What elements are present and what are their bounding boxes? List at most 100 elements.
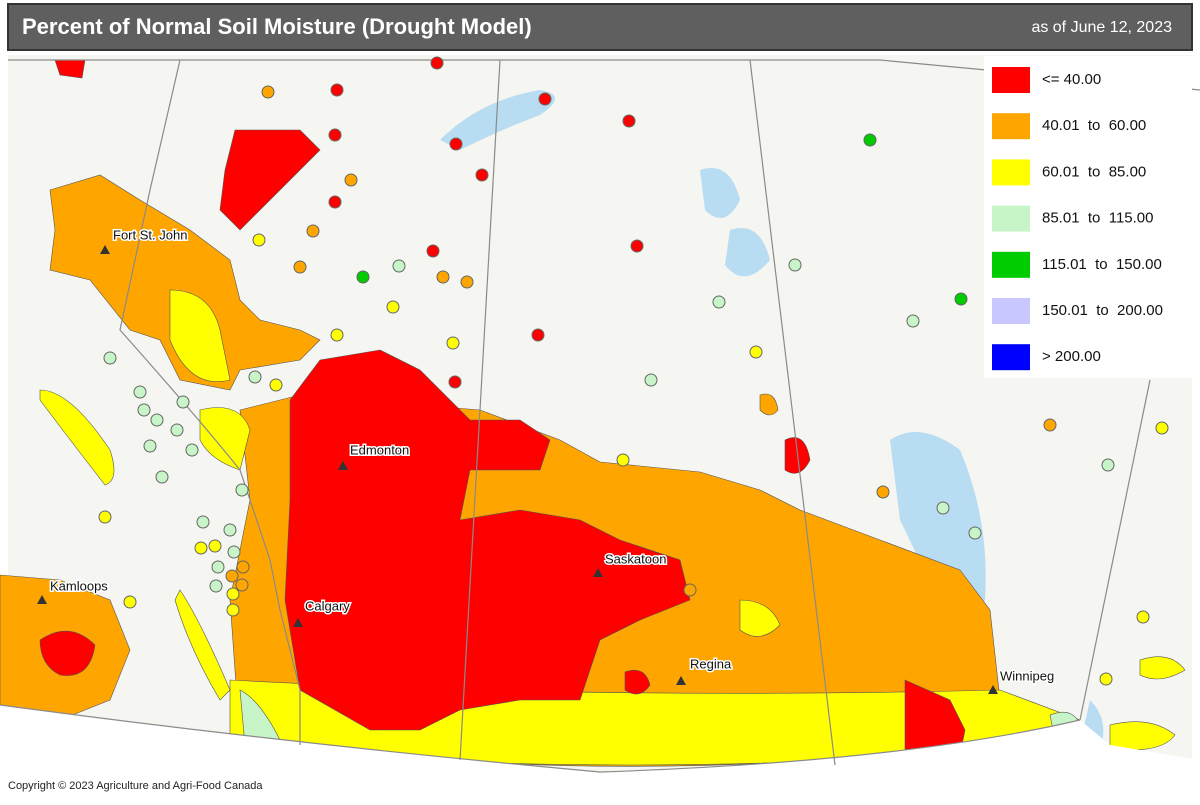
station-dot bbox=[123, 595, 137, 609]
legend-swatch bbox=[992, 251, 1030, 278]
station-dot bbox=[155, 470, 169, 484]
station-dot bbox=[330, 83, 344, 97]
city-label: Winnipeg bbox=[1000, 668, 1054, 683]
station-dot bbox=[133, 385, 147, 399]
station-dot bbox=[137, 403, 151, 417]
city-label: Calgary bbox=[305, 598, 350, 613]
station-dot bbox=[630, 239, 644, 253]
station-dot bbox=[712, 295, 726, 309]
station-dot bbox=[449, 137, 463, 151]
city-label: Saskatoon bbox=[605, 551, 666, 566]
city-label: Fort St. John bbox=[113, 227, 187, 242]
city-label: Kamloops bbox=[50, 578, 108, 593]
station-dot bbox=[876, 485, 890, 499]
station-dot bbox=[622, 114, 636, 128]
station-dot bbox=[1155, 421, 1169, 435]
legend-label: > 200.00 bbox=[1042, 348, 1101, 365]
station-dot bbox=[306, 224, 320, 238]
station-dot bbox=[954, 292, 968, 306]
legend-label: 115.01 to 150.00 bbox=[1042, 256, 1162, 273]
station-dot bbox=[328, 128, 342, 142]
legend-swatch bbox=[992, 298, 1030, 324]
legend-label: 60.01 to 85.00 bbox=[1042, 163, 1146, 180]
station-dot bbox=[293, 260, 307, 274]
station-dot bbox=[356, 270, 370, 284]
station-dot bbox=[863, 133, 877, 147]
header-bar bbox=[7, 3, 1193, 51]
us-area bbox=[0, 705, 1200, 800]
legend-label: 85.01 to 115.00 bbox=[1042, 210, 1153, 227]
legend-swatch bbox=[992, 205, 1030, 232]
station-dot bbox=[936, 501, 950, 515]
city-marker bbox=[676, 676, 686, 685]
station-dot bbox=[1101, 458, 1115, 472]
station-dot bbox=[683, 583, 697, 597]
station-dot bbox=[211, 560, 225, 574]
station-dot bbox=[235, 483, 249, 497]
legend-swatch bbox=[992, 67, 1030, 93]
station-dot bbox=[261, 85, 275, 99]
station-dot bbox=[426, 244, 440, 258]
station-dot bbox=[225, 569, 239, 583]
copyright: Copyright © 2023 Agriculture and Agri-Fo… bbox=[8, 780, 263, 792]
legend-label: 150.01 to 200.00 bbox=[1042, 302, 1163, 319]
station-dot bbox=[788, 258, 802, 272]
legend: <= 40.00 40.01 to 60.00 60.01 to 85.00 85.0… bbox=[992, 67, 1163, 371]
station-dot bbox=[252, 233, 266, 247]
legend-swatch bbox=[992, 159, 1030, 186]
legend-label: <= 40.00 bbox=[1042, 71, 1101, 88]
station-dot bbox=[392, 259, 406, 273]
city-marker bbox=[37, 595, 47, 604]
station-dot bbox=[194, 541, 208, 555]
cities: Fort St. John Edmonton Calgary Saskatoon… bbox=[37, 226, 1056, 694]
legend-swatch bbox=[992, 344, 1030, 371]
city-marker bbox=[988, 685, 998, 694]
date: as of June 12, 2023 bbox=[1031, 19, 1172, 36]
station-dot bbox=[538, 92, 552, 106]
city-label: Regina bbox=[690, 656, 732, 671]
station-dot bbox=[170, 423, 184, 437]
station-dot bbox=[236, 560, 250, 574]
legend-label: 40.01 to 60.00 bbox=[1042, 117, 1146, 134]
station-dot bbox=[344, 173, 358, 187]
station-dot bbox=[98, 510, 112, 524]
city-marker bbox=[593, 568, 603, 577]
station-dot bbox=[143, 439, 157, 453]
station-dot bbox=[430, 56, 444, 70]
station-dot bbox=[1136, 610, 1150, 624]
station-dot bbox=[328, 195, 342, 209]
station-dot bbox=[208, 539, 222, 553]
station-dot bbox=[460, 275, 474, 289]
station-dot bbox=[531, 328, 545, 342]
station-dot bbox=[616, 453, 630, 467]
station-dot bbox=[150, 413, 164, 427]
station-dot bbox=[103, 351, 117, 365]
city-marker bbox=[293, 618, 303, 627]
city-label: Edmonton bbox=[350, 442, 409, 457]
station-dot bbox=[906, 314, 920, 328]
station-dot bbox=[248, 370, 262, 384]
station-dot bbox=[386, 300, 400, 314]
station-dot bbox=[1099, 672, 1113, 686]
station-dot bbox=[235, 578, 249, 592]
station-dots bbox=[98, 56, 1169, 686]
station-dot bbox=[226, 603, 240, 617]
city-marker bbox=[100, 245, 110, 254]
station-dot bbox=[749, 345, 763, 359]
station-dot bbox=[185, 443, 199, 457]
station-dot bbox=[176, 395, 190, 409]
station-dot bbox=[968, 526, 982, 540]
legend-swatch bbox=[992, 113, 1030, 140]
moisture-regions bbox=[0, 59, 1186, 767]
station-dot bbox=[644, 373, 658, 387]
station-dot bbox=[446, 336, 460, 350]
station-dot bbox=[227, 545, 241, 559]
station-dot bbox=[436, 270, 450, 284]
station-dot bbox=[223, 523, 237, 537]
station-dot bbox=[209, 579, 223, 593]
station-dot bbox=[330, 328, 344, 342]
station-dot bbox=[448, 375, 462, 389]
international-border bbox=[0, 704, 1081, 773]
station-dot bbox=[226, 587, 240, 601]
